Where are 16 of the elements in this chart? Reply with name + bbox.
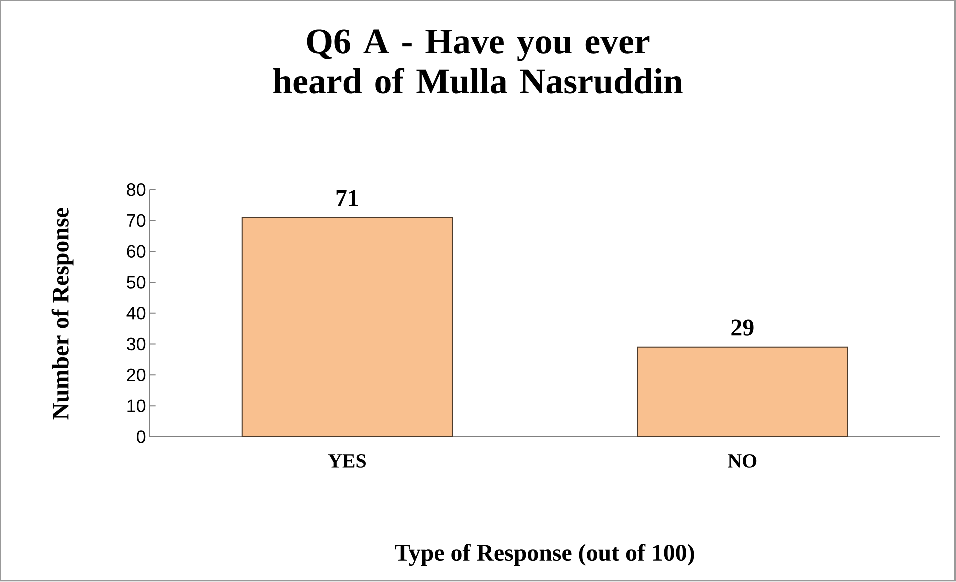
y-tick-label: 20 (127, 368, 146, 382)
y-tick-label: 30 (127, 338, 146, 351)
y-axis-title: Number of Response (52, 208, 74, 420)
data-label: 29 (732, 320, 754, 336)
x-axis-title: Type of Response (out of 100) (395, 544, 694, 566)
x-tick-label: YES (328, 454, 366, 468)
x-tick-label: NO (728, 454, 757, 468)
y-tick-label: 80 (127, 184, 146, 196)
y-tick-label: 40 (126, 307, 146, 320)
y-tick-label: 50 (127, 276, 146, 289)
y-tick-label: 60 (127, 245, 146, 258)
y-tick-label: 0 (137, 430, 146, 444)
y-tick-label: 10 (128, 400, 146, 413)
chart-title: Q6 A - Have you ever heard of Mulla Nasruddin (274, 30, 683, 94)
data-label: 71 (336, 190, 358, 206)
y-tick-label: 70 (127, 214, 146, 228)
